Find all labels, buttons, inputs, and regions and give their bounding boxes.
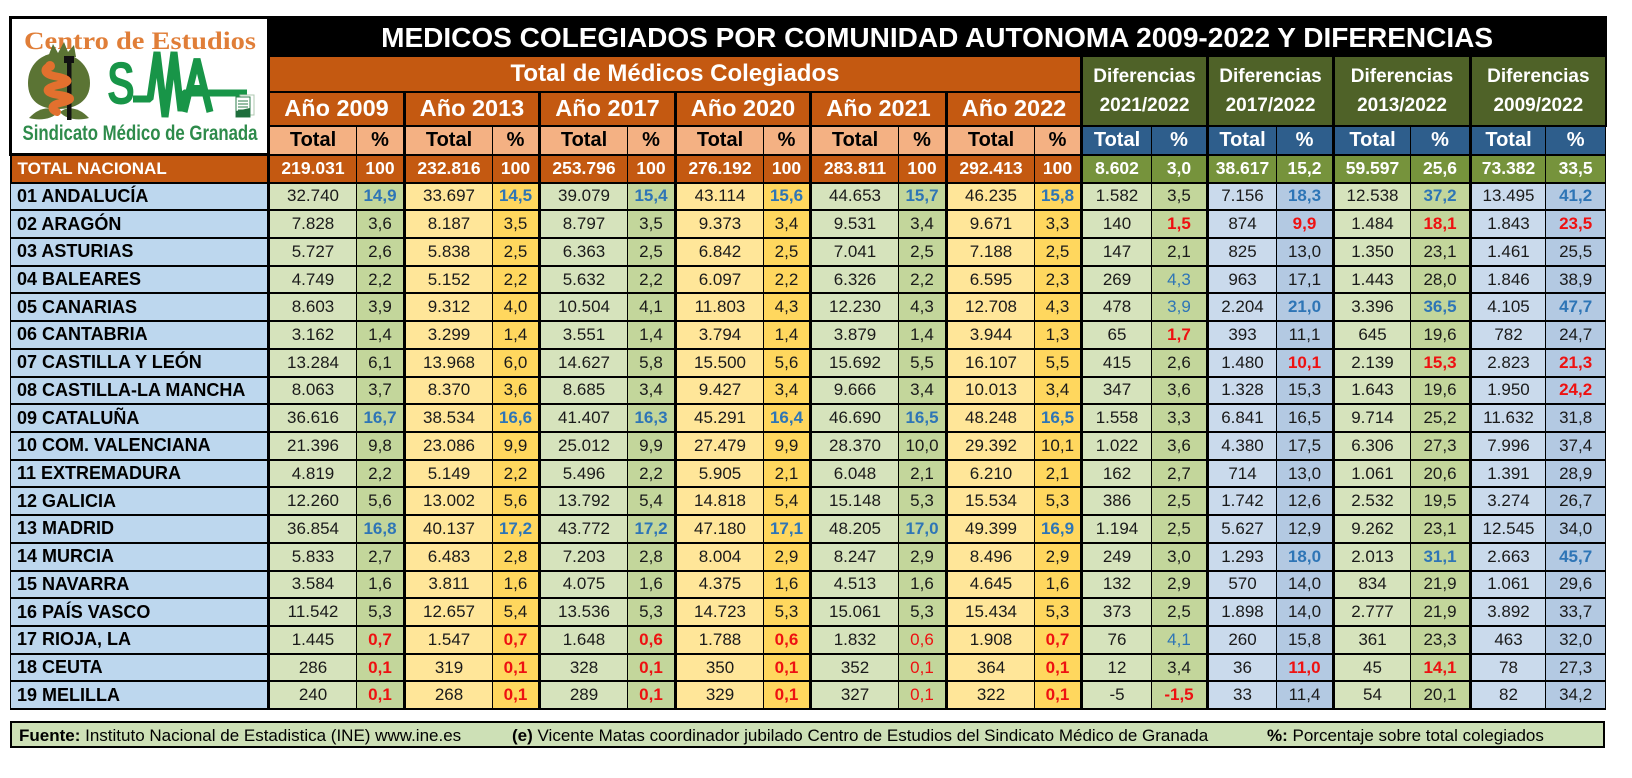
svg-text:S: S bbox=[107, 50, 135, 117]
svg-text:Sindicato Médico de Granada: Sindicato Médico de Granada bbox=[22, 121, 258, 145]
svg-text:Centro de Estudios: Centro de Estudios bbox=[24, 28, 256, 55]
